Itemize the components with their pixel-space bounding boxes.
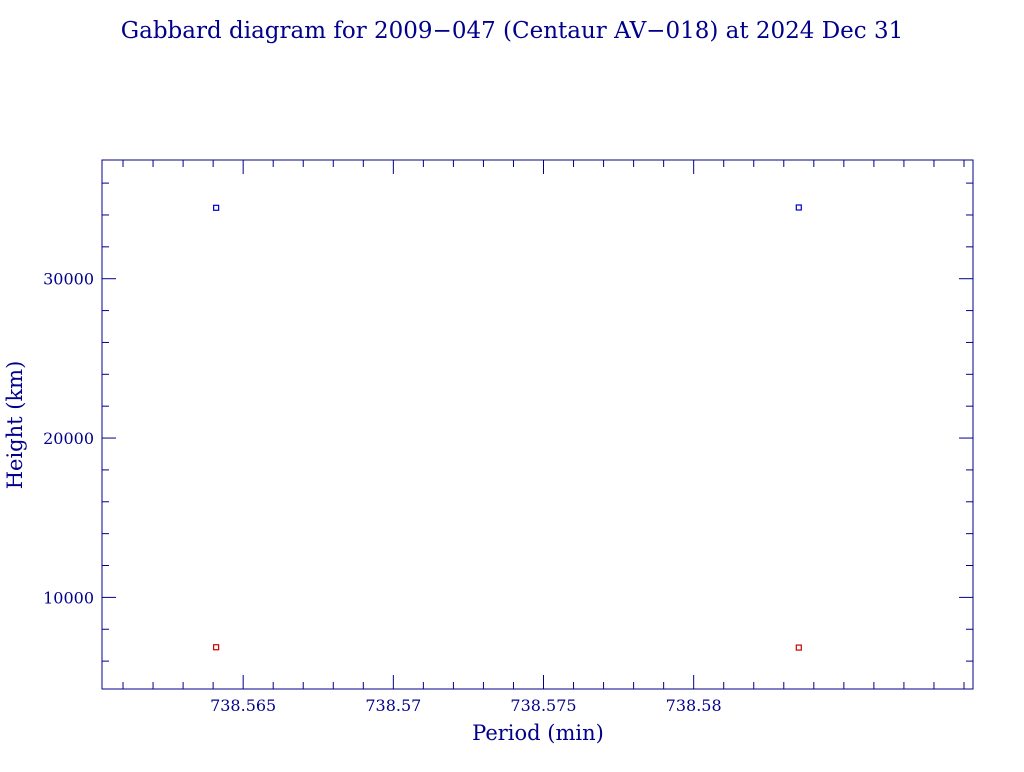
data-point [795, 204, 802, 211]
x-axis-tick-labels: 738.565 738.57 738.575 738.58 [210, 696, 722, 715]
y-tick-label: 30000 [43, 270, 94, 289]
data-point [795, 644, 802, 651]
y-tick-label: 10000 [43, 588, 94, 607]
data-point [213, 204, 220, 211]
y-axis-label: Height (km) [3, 361, 27, 490]
x-axis-label: Period (min) [472, 721, 604, 745]
y-axis-ticks [102, 182, 973, 662]
y-axis-tick-labels: 10000 20000 30000 [43, 270, 94, 608]
x-tick-label: 738.565 [210, 696, 276, 715]
x-tick-label: 738.58 [666, 696, 722, 715]
data-point [213, 644, 220, 651]
chart-title: Gabbard diagram for 2009−047 (Centaur AV… [121, 18, 904, 44]
x-axis-ticks [122, 160, 965, 689]
plot-frame [101, 159, 974, 690]
data-points [213, 204, 802, 651]
y-tick-label: 20000 [43, 429, 94, 448]
x-tick-label: 738.575 [510, 696, 576, 715]
x-tick-label: 738.57 [365, 696, 421, 715]
